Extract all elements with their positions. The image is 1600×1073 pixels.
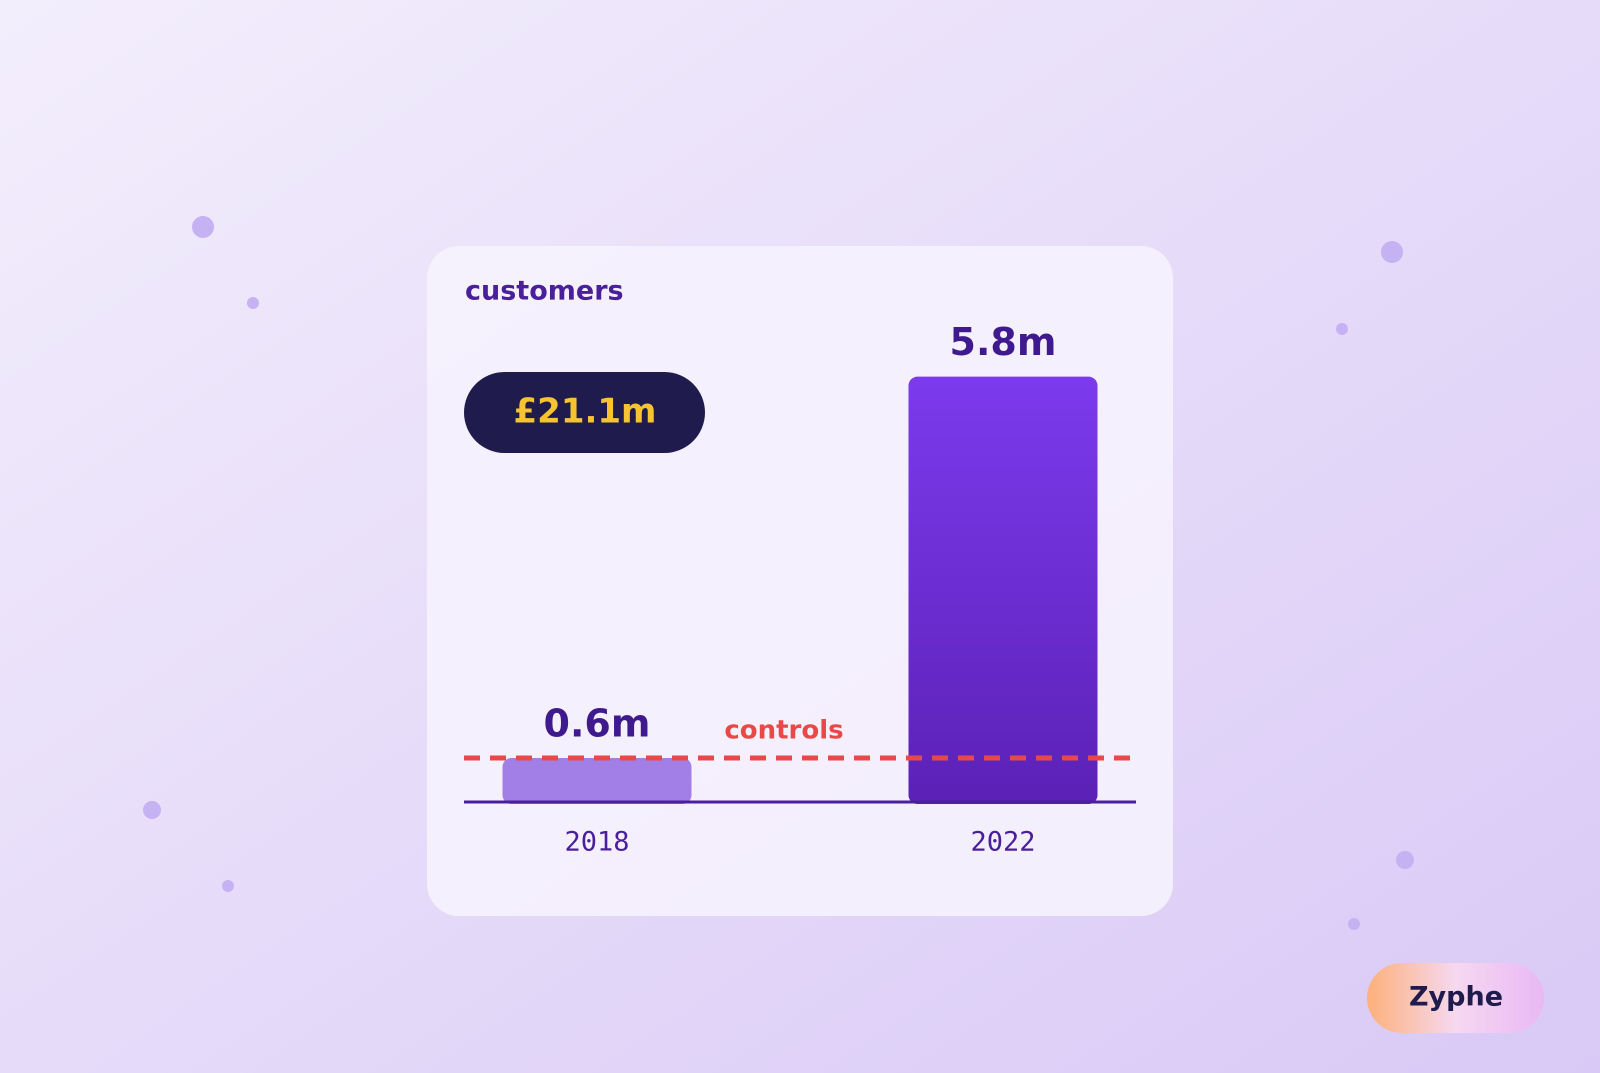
brand-text[interactable]: Zyphe	[1409, 982, 1503, 1013]
x-tick-label: 2018	[564, 827, 629, 858]
value-label: 5.8m	[950, 320, 1057, 364]
bar	[908, 376, 1098, 804]
reference-label: controls	[724, 716, 843, 746]
brand-pill[interactable]	[1367, 963, 1544, 1033]
bar	[502, 758, 692, 804]
chart-title: customers	[465, 276, 624, 307]
decor-dots	[143, 216, 1414, 930]
badge	[464, 372, 705, 453]
badge-text: £21.1m	[514, 392, 657, 432]
value-label: 0.6m	[544, 702, 651, 746]
x-tick-label: 2022	[970, 827, 1035, 858]
